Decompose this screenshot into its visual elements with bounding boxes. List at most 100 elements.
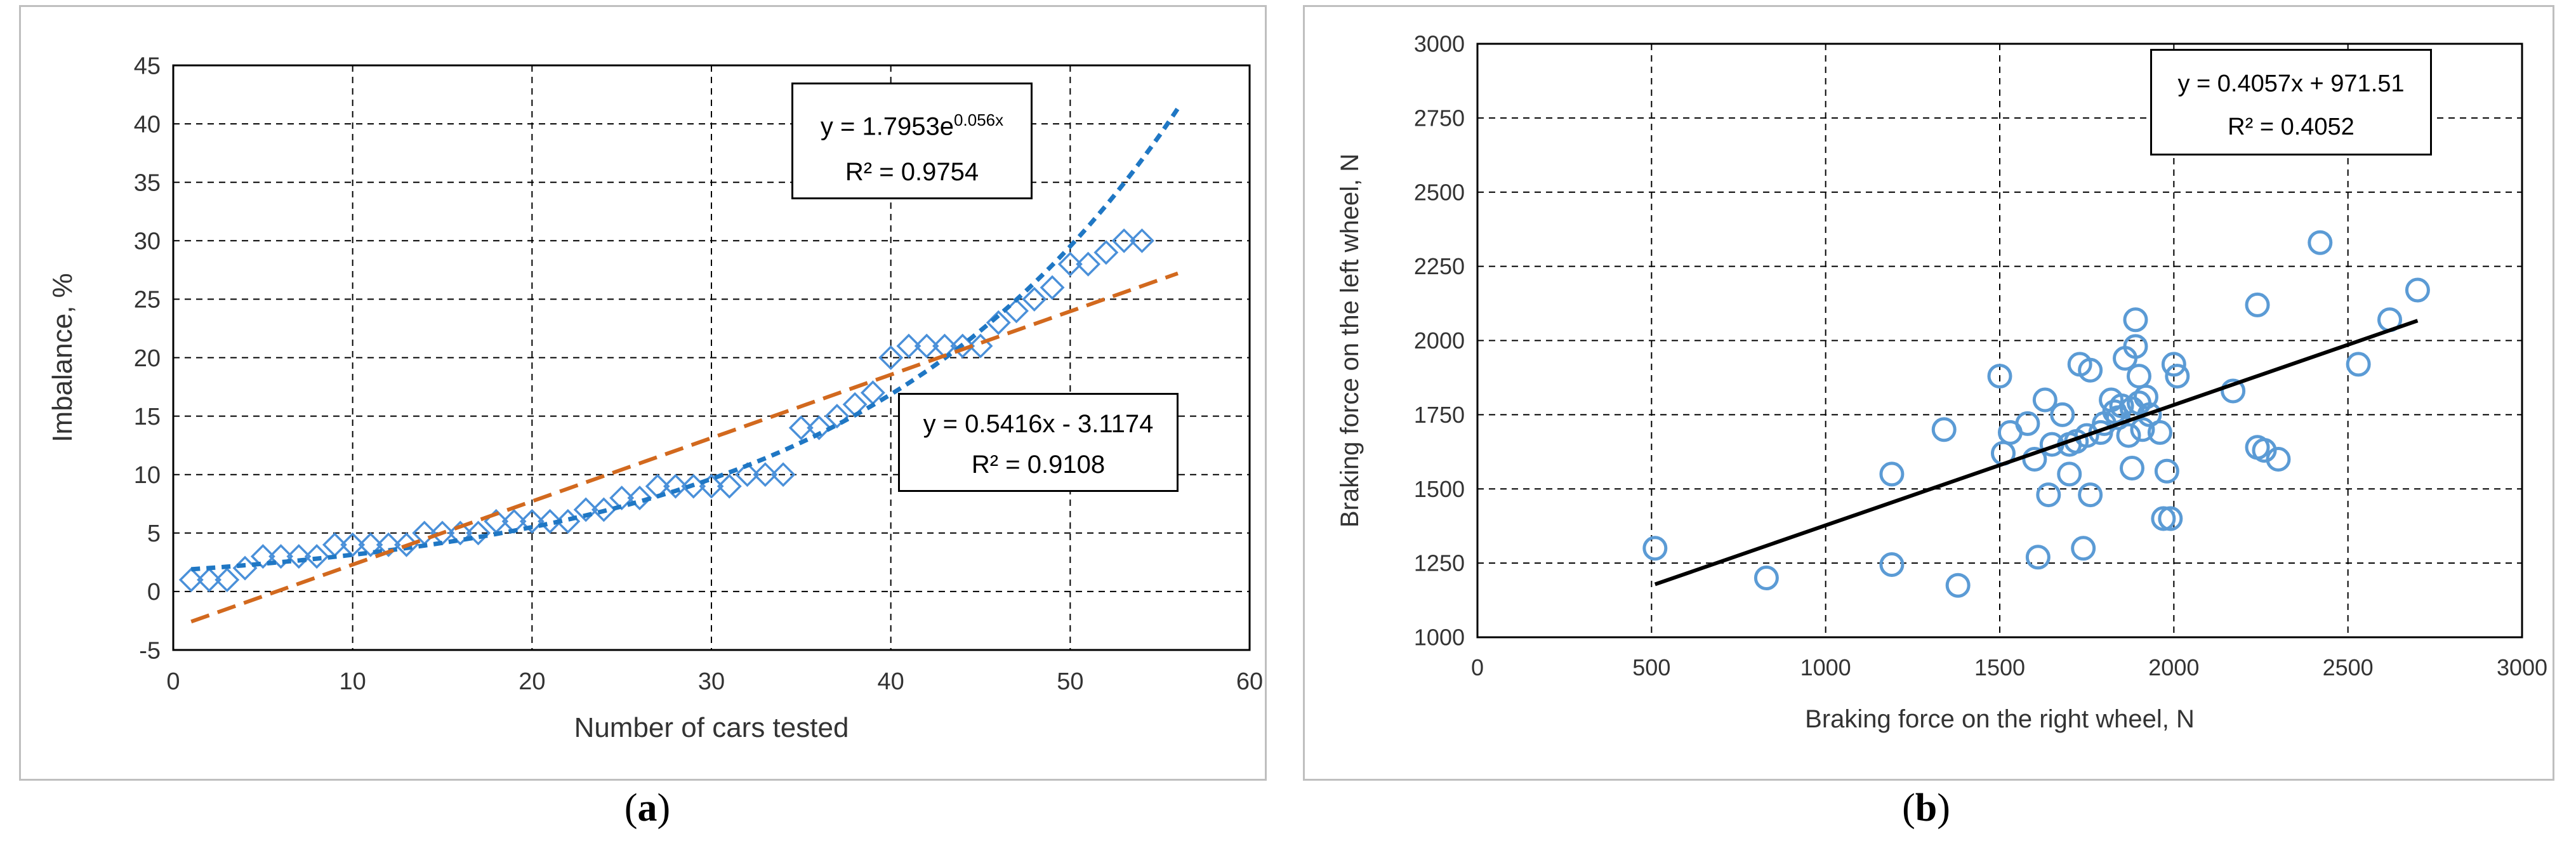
data-point: [591, 497, 616, 522]
data-point: [1754, 566, 1779, 590]
data-point: [2151, 506, 2176, 531]
y-tick-label: 1500: [1414, 476, 1465, 502]
y-tick-label: 2500: [1414, 179, 1465, 205]
x-tick-label: 20: [519, 668, 545, 695]
x-tick-label: 1500: [1974, 654, 2025, 680]
data-point: [842, 392, 868, 417]
data-point: [2133, 384, 2158, 409]
data-point: [215, 567, 240, 592]
x-tick-label: 60: [1236, 668, 1263, 695]
data-point: [1040, 275, 1065, 300]
y-axis-label: Braking force on the left wheel, N: [1336, 154, 1364, 527]
data-point: [1931, 417, 1957, 442]
y-tick-label: 15: [134, 404, 161, 430]
data-point: [197, 567, 222, 592]
exponential-trend-equation-box: y = 1.7953e0.056x R² = 0.9754: [791, 83, 1033, 199]
data-point: [466, 520, 491, 546]
y-tick-label: -5: [139, 637, 161, 664]
linear-trend-equation-box-b: y = 0.4057x + 971.51 R² = 0.4052: [2150, 49, 2432, 156]
data-point: [2161, 352, 2186, 377]
data-point: [1879, 461, 1905, 487]
data-point: [627, 486, 652, 511]
data-point: [2221, 378, 2246, 404]
x-tick-label: 50: [1057, 668, 1083, 695]
data-point: [1879, 552, 1905, 577]
data-point: [2032, 387, 2057, 413]
data-point: [2266, 447, 2291, 472]
data-point: [2126, 364, 2151, 389]
data-point: [609, 486, 635, 511]
plot-area-border: [1476, 43, 2523, 639]
y-tick-label: 1750: [1414, 402, 1465, 428]
data-point: [1945, 573, 1971, 598]
data-point: [1057, 251, 1083, 277]
chart-b-svg: 1000 1250 1500 1750 2000 2250 2500 2750 3000 0 500…: [1336, 31, 2547, 733]
y-tick-label: 1250: [1414, 550, 1465, 576]
data-point: [2308, 230, 2333, 255]
data-point: [1076, 251, 1101, 277]
data-point: [232, 555, 258, 581]
chart-panel-b: 1000 1250 1500 1750 2000 2250 2500 2750 3000 0 500…: [1303, 5, 2554, 781]
data-point: [878, 345, 904, 370]
data-point: [663, 474, 688, 499]
x-tick-label: 0: [1471, 654, 1484, 680]
data-point: [2123, 307, 2148, 333]
data-point: [2130, 417, 2155, 442]
x-tick-label: 0: [166, 668, 180, 695]
data-point: [2119, 456, 2144, 481]
lin-r2-text-b: R² = 0.4052: [2228, 114, 2355, 140]
x-tick-label: 3000: [2497, 654, 2547, 680]
data-point: [2057, 461, 2082, 487]
data-point: [753, 462, 778, 487]
y-tick-label: 35: [134, 170, 161, 197]
linear-trend-equation-box-a: y = 0.5416x - 3.1174 R² = 0.9108: [898, 393, 1179, 492]
data-point: [178, 567, 204, 592]
y-tick-label: 2250: [1414, 253, 1465, 279]
y-tick-label: 10: [134, 462, 161, 489]
y-tick-label: 5: [147, 520, 161, 547]
x-axis-label: Number of cars tested: [574, 712, 849, 743]
lin-equation-text-a: y = 0.5416x - 3.1174: [923, 410, 1154, 438]
data-point: [2025, 545, 2051, 570]
data-point: [2116, 423, 2141, 448]
data-point: [1093, 240, 1119, 265]
data-point: [807, 415, 832, 441]
data-point: [340, 532, 366, 557]
data-point: [1111, 228, 1137, 253]
data-point: [735, 462, 760, 487]
lin-equation-text-b: y = 0.4057x + 971.51: [2177, 70, 2405, 97]
lin-r2-text-a: R² = 0.9108: [971, 451, 1106, 479]
data-point: [2147, 420, 2172, 445]
caption-b: (b): [1902, 786, 1950, 830]
data-point: [2137, 402, 2162, 427]
y-tick-label: 1000: [1414, 625, 1465, 651]
y-tick-label: 30: [134, 229, 161, 255]
data-point: [538, 508, 563, 534]
caption-a: (a): [624, 786, 671, 830]
y-tick-label: 0: [147, 579, 161, 606]
data-point: [1004, 298, 1029, 324]
data-point: [2015, 411, 2040, 436]
data-point: [1987, 364, 2012, 389]
data-point: [2158, 506, 2183, 531]
plot-area-border: [172, 64, 1251, 651]
data-point: [950, 333, 975, 359]
linear-trendline: [190, 271, 1179, 624]
data-point: [717, 474, 742, 499]
x-tick-label: 1000: [1800, 654, 1851, 680]
y-tick-label: 45: [134, 53, 161, 79]
x-tick-label: 500: [1632, 654, 1670, 680]
data-point: [2074, 423, 2099, 448]
data-point: [358, 532, 383, 557]
data-point: [1129, 228, 1154, 253]
y-tick-label: 3000: [1414, 31, 1465, 57]
y-tick-label: 25: [134, 287, 161, 314]
data-point: [914, 333, 939, 359]
x-tick-label: 30: [698, 668, 725, 695]
data-point: [2346, 352, 2371, 377]
data-point: [2022, 447, 2047, 472]
y-tick-label: 20: [134, 345, 161, 372]
x-tick-label: 2000: [2148, 654, 2199, 680]
data-point: [1022, 286, 1047, 312]
data-point: [573, 497, 598, 522]
